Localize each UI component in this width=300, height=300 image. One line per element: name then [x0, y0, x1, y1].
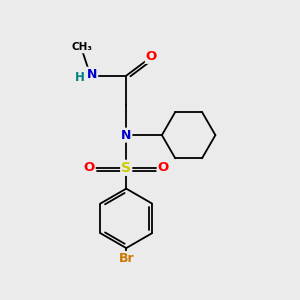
Text: N: N — [87, 68, 97, 81]
Text: H: H — [75, 71, 85, 84]
Text: O: O — [158, 161, 169, 174]
Text: S: S — [121, 161, 131, 175]
Text: Br: Br — [118, 252, 134, 265]
Text: CH₃: CH₃ — [71, 43, 92, 52]
Text: N: N — [121, 129, 131, 142]
Text: O: O — [146, 50, 157, 63]
Text: O: O — [83, 161, 95, 174]
